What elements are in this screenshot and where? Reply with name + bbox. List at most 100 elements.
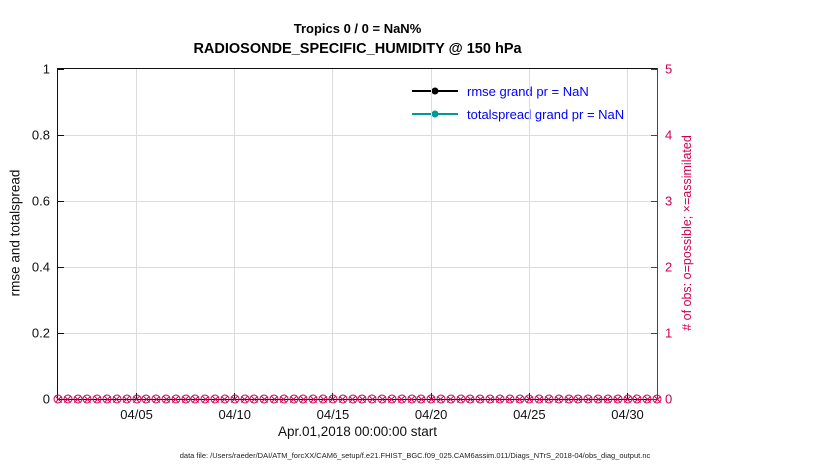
- obs-count-marker: [357, 394, 367, 404]
- y-tick-mark-left: [58, 332, 64, 334]
- obs-count-marker: [367, 394, 377, 404]
- rmse-line-sample: [412, 87, 458, 95]
- y-tick-label-left: 0.4: [31, 259, 50, 275]
- x-gridline: [332, 69, 334, 399]
- plot-area: rmse grand pr = NaN totalspread grand pr…: [32, 62, 672, 423]
- data-file-footnote: data file: /Users/raeder/DAI/ATM_forcXX/…: [179, 451, 651, 460]
- obs-count-marker: [298, 394, 308, 404]
- legend-item-rmse: rmse grand pr = NaN: [412, 81, 624, 101]
- obs-count-marker: [524, 394, 534, 404]
- y-tick-label-left: 0.8: [31, 127, 50, 143]
- obs-count-marker: [642, 394, 652, 404]
- obs-count-marker: [308, 394, 318, 404]
- legend-label-totalspread: totalspread grand pr = NaN: [467, 106, 625, 122]
- obs-count-marker: [249, 394, 259, 404]
- obs-count-marker: [534, 394, 544, 404]
- y-tick-mark-left: [58, 266, 64, 268]
- left-y-axis-label: rmse and totalspread: [7, 169, 23, 297]
- legend-label-rmse: rmse grand pr = NaN: [467, 83, 589, 99]
- y-tick-mark-right: [651, 266, 657, 268]
- obs-count-marker: [230, 394, 240, 404]
- obs-count-marker: [583, 394, 593, 404]
- obs-count-marker: [102, 394, 112, 404]
- obs-count-marker: [623, 394, 633, 404]
- obs-count-marker: [328, 394, 338, 404]
- obs-count-marker: [132, 394, 142, 404]
- obs-count-marker: [141, 394, 151, 404]
- obs-count-marker: [171, 394, 181, 404]
- obs-count-marker: [259, 394, 269, 404]
- obs-count-marker: [92, 394, 102, 404]
- obs-count-marker: [377, 394, 387, 404]
- x-tick-label: 04/25: [513, 407, 546, 422]
- right-y-axis-label: # of obs: o=possible; ×=assimilated: [680, 135, 694, 331]
- y-gridline: [58, 134, 657, 136]
- obs-count-marker: [240, 394, 250, 404]
- legend-item-totalspread: totalspread grand pr = NaN: [412, 104, 624, 124]
- chart-title: Tropics 0 / 0 = NaN%: [293, 21, 422, 36]
- obs-count-marker: [407, 394, 416, 404]
- obs-count-marker: [73, 394, 83, 404]
- y-tick-label-right: 5: [665, 61, 673, 77]
- legend: rmse grand pr = NaN totalspread grand pr…: [408, 79, 629, 126]
- y-tick-label-right: 0: [665, 391, 673, 407]
- x-gridline: [627, 69, 629, 399]
- totalspread-line-sample: [412, 110, 458, 118]
- y-tick-label-right: 4: [665, 127, 673, 143]
- obs-count-marker: [603, 394, 613, 404]
- x-gridline: [528, 69, 530, 399]
- obs-count-marker: [112, 394, 122, 404]
- obs-count-marker: [220, 394, 230, 404]
- y-tick-mark-right: [651, 68, 657, 70]
- obs-count-marker: [652, 394, 662, 404]
- x-axis-label: Apr.01,2018 00:00:00 start: [277, 424, 438, 439]
- y-tick-mark-right: [651, 200, 657, 202]
- obs-count-marker: [436, 394, 446, 404]
- obs-count-marker: [210, 394, 220, 404]
- obs-count-marker: [505, 394, 515, 404]
- obs-count-marker: [318, 394, 328, 404]
- obs-count-marker: [269, 394, 279, 404]
- obs-count-marker: [613, 394, 623, 404]
- chart-subtitle: RADIOSONDE_SPECIFIC_HUMIDITY @ 150 hPa: [193, 41, 522, 57]
- obs-count-marker: [573, 394, 583, 404]
- obs-count-marker: [200, 394, 210, 404]
- obs-count-marker: [515, 394, 525, 404]
- obs-count-marker: [593, 394, 603, 404]
- y-tick-label-left: 0.2: [31, 325, 50, 341]
- obs-count-marker: [446, 394, 456, 404]
- obs-count-marker: [181, 394, 191, 404]
- totalspread-marker-dot: [431, 110, 439, 118]
- y-tick-label-right: 3: [665, 193, 673, 209]
- y-gridline: [58, 266, 657, 268]
- x-tick-label: 04/05: [120, 407, 153, 422]
- y-tick-mark-left: [58, 68, 64, 70]
- obs-count-marker: [387, 394, 397, 404]
- y-tick-mark-right: [651, 332, 657, 334]
- y-gridline: [58, 332, 657, 334]
- y-tick-label-right: 2: [665, 259, 673, 275]
- obs-count-marker: [465, 394, 475, 404]
- x-tick-label: 04/30: [611, 407, 644, 422]
- obs-count-marker: [544, 394, 554, 404]
- obs-count-marker: [564, 394, 574, 404]
- y-tick-mark-left: [58, 200, 64, 202]
- obs-count-marker: [397, 394, 407, 404]
- x-tick-label: 04/20: [414, 407, 448, 422]
- obs-count-marker: [416, 394, 426, 404]
- obs-count-marker: [632, 394, 642, 404]
- obs-count-marker: [151, 394, 161, 404]
- x-tick-label: 04/10: [218, 407, 252, 422]
- obs-count-marker: [426, 394, 436, 404]
- obs-count-marker: [161, 394, 171, 404]
- x-gridline: [136, 69, 138, 399]
- obs-count-marker: [554, 394, 564, 404]
- obs-count-marker: [190, 394, 200, 404]
- obs-count-marker: [495, 394, 505, 404]
- y-tick-label-left: 0.6: [31, 193, 50, 209]
- obs-count-marker: [53, 394, 63, 404]
- obs-count-marker: [475, 394, 485, 404]
- y-tick-mark-right: [651, 134, 657, 136]
- rmse-marker-dot: [431, 87, 439, 95]
